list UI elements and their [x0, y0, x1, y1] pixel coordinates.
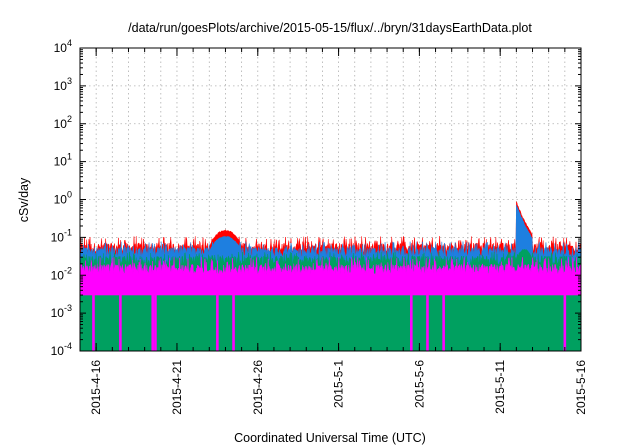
dropout-spike	[442, 295, 445, 351]
y-tick-label: 100	[54, 190, 72, 207]
chart-title: /data/run/goesPlots/archive/2015-05-15/f…	[128, 21, 532, 35]
x-tick-label: 2015-4-16	[89, 360, 103, 415]
y-tick-label: 10-4	[51, 341, 72, 358]
y-tick-label: 10-1	[51, 227, 72, 244]
dropout-spike	[410, 295, 413, 351]
dropout-spike	[92, 295, 95, 351]
x-tick-label: 2015-4-26	[251, 360, 265, 415]
y-axis-label: cSv/day	[17, 177, 31, 222]
y-tick-label: 104	[54, 38, 72, 55]
series-layer	[79, 201, 582, 352]
x-tick-label: 2015-5-11	[493, 360, 507, 414]
y-tick-label: 101	[54, 152, 72, 169]
y-tick-label: 103	[54, 76, 72, 93]
dropout-spike	[151, 295, 155, 351]
dropout-spike	[154, 295, 157, 351]
dropout-spike	[119, 295, 122, 351]
y-tick-label: 102	[54, 114, 72, 131]
x-tick-label: 2015-5-16	[574, 360, 588, 415]
dropout-spike	[563, 295, 567, 351]
dropout-spike	[232, 295, 235, 351]
y-tick-label: 10-2	[51, 265, 72, 282]
series-area-3	[79, 257, 582, 296]
dropout-spike	[216, 295, 219, 351]
dropout-spike	[426, 295, 429, 351]
x-tick-label: 2015-4-21	[170, 360, 184, 415]
x-tick-label: 2015-5-6	[412, 360, 426, 408]
ticks: 10-4 10-3 10-2 10-1 100 101 102 103 104 2015-4-16…	[51, 38, 588, 415]
y-tick-label: 10-3	[51, 303, 72, 320]
x-tick-label: 2015-5-1	[332, 360, 346, 408]
x-axis-label: Coordinated Universal Time (UTC)	[234, 431, 426, 445]
